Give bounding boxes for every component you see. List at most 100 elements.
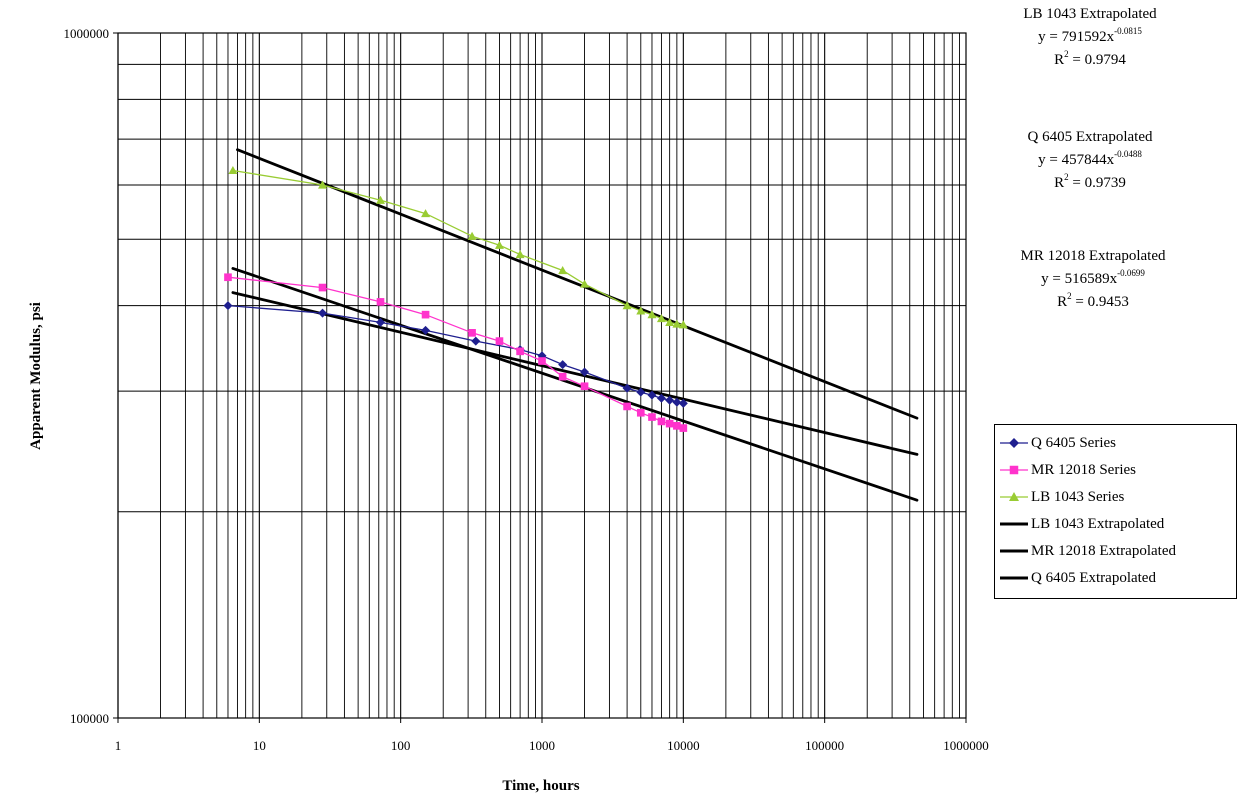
annotation-equation: y = 516589x-0.0699: [1041, 268, 1145, 288]
legend-swatch: [1000, 576, 1028, 580]
data-point: [679, 424, 688, 432]
legend: Q 6405 Series MR 12018 Series LB 1043 Seri…: [994, 424, 1237, 599]
data-point: [656, 393, 666, 403]
data-point: [224, 273, 232, 282]
grid: [117, 32, 967, 719]
legend-swatch: [1000, 438, 1028, 448]
legend-label: LB 1043 Extrapolated: [1031, 515, 1165, 532]
data-point: [678, 398, 688, 408]
data-point: [580, 382, 589, 391]
legend-swatch: [1000, 492, 1028, 501]
legend-swatch-marker: [1009, 465, 1019, 475]
annotation-mr12018: MR 12018 Extrapolated y = 516589x-0.0699…: [993, 245, 1193, 314]
data-point: [656, 314, 666, 323]
x-tick-label: 1: [115, 738, 122, 753]
legend-label: LB 1043 Series: [1031, 488, 1125, 505]
trendline-lb-1043-extrapolated: [236, 148, 919, 420]
y-axis-title: Apparent Modulus, psi: [28, 302, 44, 450]
y-tick-label: 1000000: [64, 26, 110, 41]
x-tick-label: 10: [253, 738, 266, 753]
legend-swatch-marker: [1009, 438, 1019, 448]
data-point: [678, 320, 688, 329]
data-point: [471, 336, 481, 346]
series-line-q-6405-series: [227, 304, 684, 404]
data-point: [648, 413, 656, 421]
series-mr-12018-series: [224, 273, 688, 432]
x-axis-title: Time, hours: [502, 778, 579, 793]
x-tick-label: 100: [391, 738, 411, 753]
data-point: [468, 329, 476, 337]
data-point: [672, 397, 682, 407]
x-tick-label: 100000: [805, 738, 844, 753]
data-point: [623, 402, 631, 411]
series-lb-1043-series: [228, 165, 688, 329]
annotation-title: MR 12018 Extrapolated: [1020, 248, 1166, 264]
legend-item: MR 12018 Extrapolated: [999, 541, 1176, 561]
data-point: [318, 180, 328, 189]
data-point: [647, 390, 657, 400]
legend-item: LB 1043 Series: [999, 487, 1124, 507]
data-point: [636, 408, 645, 417]
data-point: [558, 372, 567, 381]
annotation-equation: y = 457844x-0.0488: [1038, 149, 1142, 169]
annotation-title: LB 1043 Extrapolated: [1023, 6, 1157, 22]
axes: 1 10 100 1000 10000 100000 1000000 100000 100000…: [64, 26, 989, 753]
annotation-r2: R2 = 0.9739: [1054, 172, 1126, 192]
x-tick-label: 1000000: [943, 738, 989, 753]
trendline-q-6405-extrapolated: [231, 291, 919, 456]
legend-item: LB 1043 Extrapolated: [999, 514, 1164, 534]
data-point: [376, 195, 386, 204]
data-point: [665, 419, 674, 428]
x-tick-label: 10000: [667, 738, 700, 753]
data-point: [376, 298, 385, 306]
data-point: [495, 337, 504, 345]
data-point: [657, 417, 666, 426]
legend-label: Q 6405 Extrapolated: [1031, 569, 1156, 586]
data-point: [421, 325, 431, 335]
legend-item: Q 6405 Extrapolated: [999, 568, 1156, 588]
data-point: [421, 310, 430, 319]
legend-label: MR 12018 Series: [1031, 461, 1136, 478]
legend-item: MR 12018 Series: [999, 460, 1136, 480]
y-tick-label: 100000: [70, 711, 109, 726]
trendlines: [231, 148, 919, 502]
annotation-lb1043: LB 1043 Extrapolated y = 791592x-0.0815 …: [990, 3, 1190, 72]
data-point: [665, 317, 675, 327]
annotation-equation: y = 791592x-0.0815: [1038, 26, 1142, 46]
annotation-title: Q 6405 Extrapolated: [1027, 129, 1153, 145]
data-point: [673, 422, 681, 430]
legend-swatch: [1000, 549, 1028, 553]
data-series: [223, 165, 688, 432]
data-point: [538, 357, 546, 365]
data-point: [665, 395, 675, 405]
legend-swatch-marker: [1009, 492, 1019, 501]
series-q-6405-series: [223, 301, 688, 408]
data-point: [672, 319, 682, 328]
data-point: [622, 383, 632, 393]
data-point: [647, 310, 657, 319]
data-point: [516, 347, 524, 356]
x-tick-label: 1000: [529, 738, 555, 753]
axis-labels: Time, hours Apparent Modulus, psi: [28, 302, 580, 793]
legend-item: Q 6405 Series: [999, 433, 1116, 453]
data-point: [580, 367, 590, 377]
legend-label: MR 12018 Extrapolated: [1031, 542, 1176, 559]
data-point: [376, 317, 386, 327]
annotation-r2: R2 = 0.9453: [1057, 291, 1129, 311]
data-point: [494, 240, 504, 249]
series-line-lb-1043-series: [232, 169, 684, 326]
legend-swatch: [1000, 465, 1028, 475]
data-point: [467, 231, 477, 240]
data-point: [622, 301, 632, 310]
data-point: [558, 266, 568, 275]
legend-label: Q 6405 Series: [1031, 434, 1116, 451]
data-point: [228, 165, 238, 175]
data-point: [580, 279, 590, 288]
data-point: [515, 249, 525, 259]
data-point: [636, 306, 646, 315]
annotation-r2: R2 = 0.9794: [1054, 49, 1126, 69]
data-point: [318, 283, 327, 292]
data-point: [223, 301, 233, 311]
legend-swatch: [1000, 522, 1028, 526]
annotation-q6405: Q 6405 Extrapolated y = 457844x-0.0488 R…: [990, 126, 1190, 195]
